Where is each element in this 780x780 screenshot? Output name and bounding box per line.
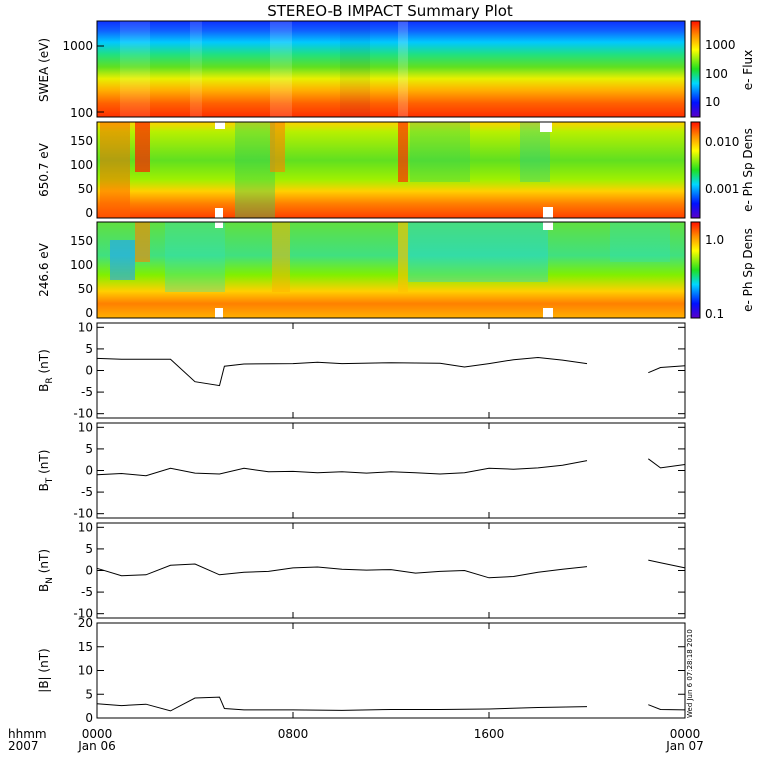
date-tick-label: Jan 06 (77, 739, 116, 753)
pad-650-bands (100, 122, 553, 218)
bmag-ytick-label: 15 (78, 640, 93, 654)
pad-650-ytick-label: 100 (70, 158, 93, 172)
time-tick-label: 0000 (82, 727, 113, 741)
swea-colorbar-tick: 10 (705, 95, 720, 109)
bn-frame (96, 522, 686, 619)
bt-ytick-label: 5 (85, 442, 93, 456)
bt-ytick-label: 0 (85, 464, 93, 478)
swea-bands (120, 21, 408, 117)
bmag-frame (96, 622, 686, 719)
bn-ytick-label: 10 (78, 520, 93, 534)
br-ytick-label: 0 (85, 364, 93, 378)
pad-246-panel: 246.6 eV 150 100 50 0 1.0 0.1 e- Ph Sp D… (37, 221, 755, 321)
pad-246-heatmap (97, 222, 685, 318)
pad-246-ytick-label: 150 (70, 234, 93, 248)
line-panels: 10 5 0 -5 -10 BR (nT) 10 5 0 -5 -10 BT (nT) 10 5 0 -5 -1… (37, 320, 686, 725)
br-ytick-label: -5 (81, 385, 93, 399)
bt-panel: 10 5 0 -5 -10 BT (nT) (37, 420, 686, 521)
br-series-line (96, 356, 686, 387)
pad-246-bands (110, 222, 670, 318)
pad-246-colorbar (690, 221, 701, 319)
pad-246-ytick-label: 50 (78, 282, 93, 296)
pad-650-colorbar (690, 121, 701, 219)
bn-ytick-label: -5 (81, 585, 93, 599)
plot-title: STEREO-B IMPACT Summary Plot (267, 2, 513, 20)
pad-246-colorbar-tick: 0.1 (705, 307, 724, 321)
bmag-ylabel: |B| (nT) (37, 648, 51, 692)
pad-246-ytick-label: 100 (70, 258, 93, 272)
pad-246-colorbar-label: e- Ph Sp Dens (741, 228, 755, 312)
bn-panel: 10 5 0 -5 -10 BN (nT) (37, 520, 686, 621)
bt-ytick-label: -10 (73, 507, 93, 521)
bt-ytick-label: 10 (78, 420, 93, 434)
pad-650-heatmap (97, 122, 685, 218)
br-ytick-label: 10 (78, 320, 93, 334)
pad-650-colorbar-tick: 0.001 (705, 182, 739, 196)
bmag-series-line (96, 696, 686, 712)
pad-650-panel: 650.7 eV 150 100 50 0 0.010 0.001 e- Ph … (37, 121, 755, 220)
bn-ylabel: BN (nT) (37, 549, 55, 592)
pad-650-ytick-label: 50 (78, 182, 93, 196)
swea-ytick-label: 100 (70, 106, 93, 120)
br-panel: 10 5 0 -5 -10 BR (nT) (37, 320, 686, 421)
swea-colorbar-tick: 1000 (705, 38, 736, 52)
pad-650-colorbar-label: e- Ph Sp Dens (741, 128, 755, 212)
br-frame (96, 322, 686, 419)
br-ylabel: BR (nT) (37, 349, 55, 392)
time-tick-label: 0800 (278, 727, 309, 741)
bn-ytick-label: -10 (73, 607, 93, 621)
swea-colorbar-label: e- Flux (741, 50, 755, 90)
generation-stamp: Wed Jun 6 07:28:18 2010 (686, 629, 694, 718)
br-ytick-label: 5 (85, 342, 93, 356)
time-tick-label: 0000 (670, 727, 701, 741)
pad-650-ytick-label: 0 (85, 206, 93, 220)
bmag-ytick-label: 20 (78, 616, 93, 630)
swea-colorbar (690, 20, 701, 118)
pad-246-colorbar-tick: 1.0 (705, 233, 724, 247)
bmag-panel: 20 15 10 5 0 |B| (nT) (37, 616, 686, 725)
br-ytick-label: -10 (73, 407, 93, 421)
bt-ylabel: BT (nT) (37, 450, 55, 492)
bn-ytick-label: 5 (85, 542, 93, 556)
pad-246-ytick-label: 0 (85, 306, 93, 320)
pad-246-ylabel: 246.6 eV (37, 242, 51, 297)
bmag-ytick-label: 10 (78, 664, 93, 678)
date-tick-label: Jan 07 (665, 739, 704, 753)
swea-panel: SWEA (eV) 1000 100 1000 100 10 e- Flux (37, 20, 755, 120)
swea-heatmap (97, 21, 685, 117)
time-tick-label: 1600 (474, 727, 505, 741)
bmag-ytick-label: 0 (85, 711, 93, 725)
bn-ytick-label: 0 (85, 564, 93, 578)
time-axis-label-year: 2007 (8, 739, 39, 753)
pad-650-ytick-label: 150 (70, 134, 93, 148)
bt-frame (96, 422, 686, 519)
bt-ytick-label: -5 (81, 485, 93, 499)
pad-650-colorbar-tick: 0.010 (705, 135, 739, 149)
swea-ytick-label: 1000 (62, 39, 93, 53)
pad-650-ylabel: 650.7 eV (37, 142, 51, 197)
bt-series-line (96, 458, 686, 477)
swea-colorbar-tick: 100 (705, 67, 728, 81)
time-axis-label-hhmm: hhmm (8, 727, 47, 741)
bmag-ytick-label: 5 (85, 687, 93, 701)
bn-series-line (96, 559, 686, 579)
swea-ylabel: SWEA (eV) (37, 38, 51, 102)
